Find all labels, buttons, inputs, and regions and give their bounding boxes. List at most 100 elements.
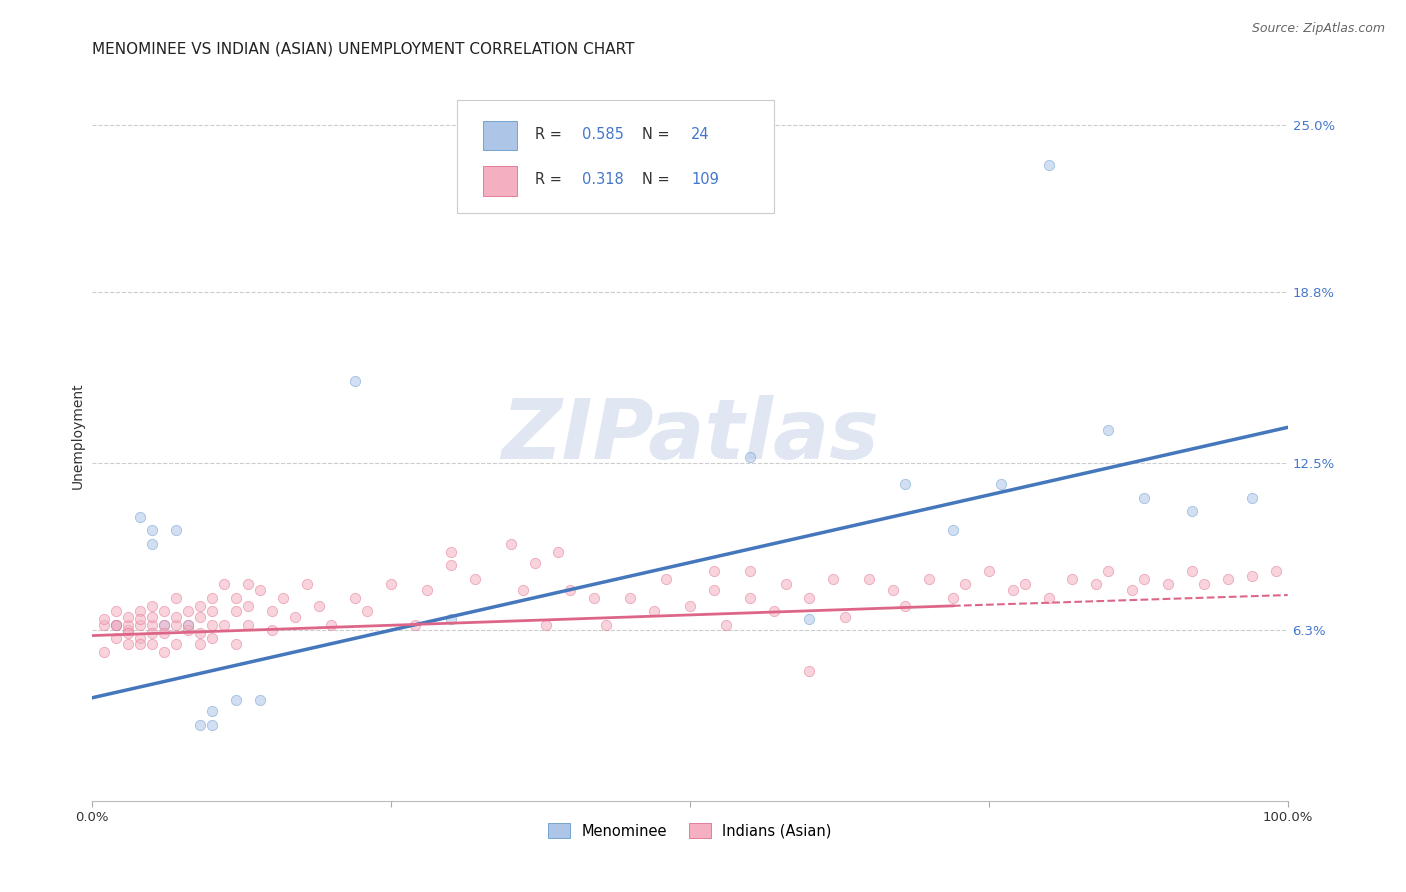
- Point: [547, 545, 569, 559]
- Point: [894, 477, 917, 491]
- Point: [153, 617, 176, 632]
- Point: [188, 599, 211, 613]
- Point: [823, 572, 845, 586]
- Point: [894, 599, 917, 613]
- Point: [236, 599, 259, 613]
- Point: [117, 623, 139, 637]
- Point: [560, 582, 582, 597]
- Point: [236, 577, 259, 591]
- Point: [643, 604, 665, 618]
- Point: [308, 599, 330, 613]
- Point: [93, 617, 115, 632]
- Point: [738, 564, 761, 578]
- Point: [201, 718, 224, 732]
- Point: [595, 617, 617, 632]
- Point: [93, 645, 115, 659]
- Point: [105, 617, 128, 632]
- Point: [440, 612, 463, 626]
- Point: [1038, 591, 1060, 605]
- FancyBboxPatch shape: [457, 100, 773, 213]
- Point: [1157, 577, 1180, 591]
- Point: [953, 577, 976, 591]
- Point: [858, 572, 880, 586]
- Point: [619, 591, 641, 605]
- Text: ZIPatlas: ZIPatlas: [501, 395, 879, 476]
- Point: [1181, 504, 1204, 518]
- Text: N =: N =: [643, 172, 675, 187]
- Legend: Menominee, Indians (Asian): Menominee, Indians (Asian): [543, 817, 838, 845]
- Point: [225, 604, 247, 618]
- Point: [990, 477, 1012, 491]
- Point: [679, 599, 702, 613]
- Point: [188, 626, 211, 640]
- Point: [512, 582, 534, 597]
- Point: [236, 617, 259, 632]
- Point: [775, 577, 797, 591]
- Point: [188, 609, 211, 624]
- Point: [1097, 564, 1119, 578]
- Point: [249, 582, 271, 597]
- Point: [416, 582, 439, 597]
- Point: [1014, 577, 1036, 591]
- Point: [212, 577, 235, 591]
- Point: [762, 604, 785, 618]
- Point: [201, 617, 224, 632]
- Point: [177, 604, 200, 618]
- Point: [260, 623, 283, 637]
- Point: [404, 617, 426, 632]
- Point: [117, 617, 139, 632]
- Point: [141, 609, 163, 624]
- Point: [129, 637, 152, 651]
- Point: [1062, 572, 1084, 586]
- Text: 0.318: 0.318: [582, 172, 624, 187]
- Point: [1085, 577, 1108, 591]
- Text: 109: 109: [692, 172, 718, 187]
- Point: [105, 604, 128, 618]
- Point: [153, 626, 176, 640]
- Point: [273, 591, 295, 605]
- Point: [225, 637, 247, 651]
- Point: [129, 509, 152, 524]
- Point: [655, 572, 678, 586]
- Text: Source: ZipAtlas.com: Source: ZipAtlas.com: [1251, 22, 1385, 36]
- Point: [703, 564, 725, 578]
- Point: [882, 582, 904, 597]
- Point: [201, 591, 224, 605]
- Text: 0.585: 0.585: [582, 127, 624, 142]
- Point: [1133, 491, 1156, 505]
- Point: [117, 609, 139, 624]
- Point: [942, 523, 965, 537]
- Point: [117, 626, 139, 640]
- Point: [105, 632, 128, 646]
- Point: [1264, 564, 1286, 578]
- Point: [918, 572, 941, 586]
- Point: [799, 664, 821, 678]
- Point: [188, 637, 211, 651]
- Point: [738, 591, 761, 605]
- Point: [260, 604, 283, 618]
- Point: [834, 609, 856, 624]
- Point: [1097, 423, 1119, 437]
- Point: [129, 632, 152, 646]
- Point: [153, 604, 176, 618]
- Point: [297, 577, 319, 591]
- Point: [105, 617, 128, 632]
- Point: [321, 617, 343, 632]
- Point: [1240, 491, 1263, 505]
- Point: [165, 617, 187, 632]
- Point: [141, 536, 163, 550]
- Point: [942, 591, 965, 605]
- Point: [1181, 564, 1204, 578]
- Point: [583, 591, 606, 605]
- Point: [703, 582, 725, 597]
- Text: R =: R =: [534, 172, 567, 187]
- Point: [165, 637, 187, 651]
- Point: [153, 617, 176, 632]
- Point: [225, 591, 247, 605]
- Text: MENOMINEE VS INDIAN (ASIAN) UNEMPLOYMENT CORRELATION CHART: MENOMINEE VS INDIAN (ASIAN) UNEMPLOYMENT…: [93, 42, 634, 57]
- Point: [1001, 582, 1024, 597]
- Point: [1240, 569, 1263, 583]
- Point: [523, 556, 546, 570]
- Point: [93, 612, 115, 626]
- Point: [1216, 572, 1239, 586]
